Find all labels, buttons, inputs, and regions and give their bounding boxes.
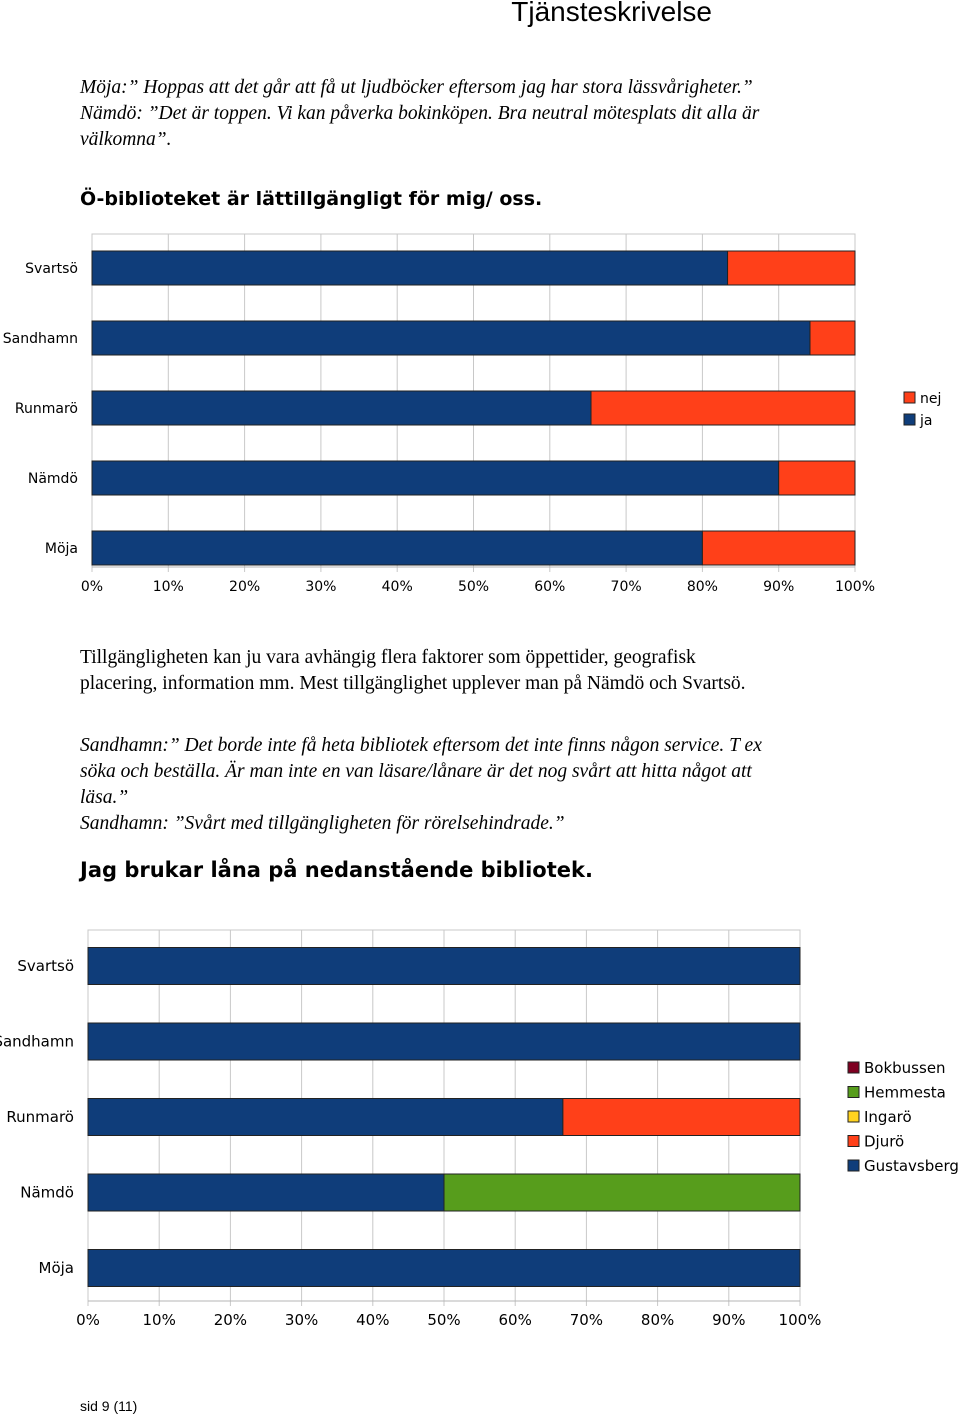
- x-tick-label: 60%: [534, 579, 565, 595]
- y-category-label: Sandhamn: [0, 1033, 74, 1051]
- bar-gustavsberg-runmaro: [87, 1098, 564, 1136]
- y-category-label: Runmarö: [6, 1108, 74, 1126]
- section-heading-accessibility: Ö-biblioteket är lättillgängligt för mig…: [80, 188, 543, 210]
- bar-ja-sandhamn: [91, 320, 811, 356]
- legend-label-ingaro: Ingarö: [864, 1108, 912, 1126]
- bar-nej-namdo: [778, 460, 856, 496]
- legend-swatch-ingaro: [847, 1110, 860, 1123]
- y-category-label: Runmarö: [15, 401, 78, 417]
- quote-line: välkomna”.: [80, 129, 172, 150]
- bar-nej-moja: [701, 530, 856, 566]
- x-tick-label: 20%: [229, 579, 260, 595]
- x-tick-label: 0%: [81, 579, 103, 595]
- bar-ja-moja: [91, 530, 703, 566]
- bar-ja-namdo: [91, 460, 780, 496]
- chart-libraries: 0% 10% 20% 30% 40% 50% 60% 70% 80% 90% 100% Svartsö…: [0, 918, 960, 1348]
- x-tick-label: 70%: [611, 579, 642, 595]
- paragraph-line: Tillgängligheten kan ju vara avhängig fl…: [80, 647, 696, 668]
- legend-label-bokbussen: Bokbussen: [864, 1059, 946, 1077]
- legend-swatch-ja: [903, 413, 916, 426]
- x-tick-label: 70%: [570, 1311, 603, 1329]
- x-tick-label: 90%: [763, 579, 794, 595]
- quote-line: Möja:” Hoppas att det går att få ut ljud…: [80, 77, 753, 98]
- y-category-label: Möja: [39, 1259, 74, 1277]
- y-category-label: Sandhamn: [3, 331, 78, 347]
- legend-label-gustavsberg: Gustavsberg: [864, 1157, 959, 1175]
- bar-ja-runmaro: [91, 390, 592, 426]
- bar-ja-svartso: [91, 250, 729, 286]
- legend-swatch-gustavsberg: [847, 1159, 860, 1172]
- x-tick-label: 50%: [427, 1311, 460, 1329]
- bar-nej-sandhamn: [809, 320, 856, 356]
- legend-label-djuro: Djurö: [864, 1133, 904, 1151]
- legend-label-ja: ja: [919, 413, 932, 429]
- document-header-title: Tjänsteskrivelse: [511, 0, 712, 27]
- bar-gustavsberg-svartso: [87, 947, 801, 985]
- y-category-label: Nämdö: [28, 471, 78, 487]
- x-tick-label: 60%: [499, 1311, 532, 1329]
- quote-line: läsa.”: [80, 787, 129, 808]
- paragraph-accessibility: Tillgängligheten kan ju vara avhängig fl…: [80, 645, 746, 697]
- y-category-label: Svartsö: [17, 957, 74, 975]
- x-tick-label: 40%: [382, 579, 413, 595]
- legend-swatch-nej: [903, 391, 916, 404]
- quotes-top: Möja:” Hoppas att det går att få ut ljud…: [80, 75, 759, 153]
- legend-swatch-bokbussen: [847, 1061, 860, 1074]
- quote-line: Sandhamn: ”Svårt med tillgängligheten fö…: [80, 813, 565, 834]
- x-tick-label: 20%: [214, 1311, 247, 1329]
- quote-line: Sandhamn:” Det borde inte få heta biblio…: [80, 735, 762, 756]
- y-category-label: Svartsö: [25, 261, 78, 277]
- x-tick-label: 50%: [458, 579, 489, 595]
- legend-label-hemmesta: Hemmesta: [864, 1084, 946, 1102]
- y-category-label: Nämdö: [20, 1184, 74, 1202]
- x-tick-label: 90%: [712, 1311, 745, 1329]
- x-tick-label: 0%: [76, 1311, 100, 1329]
- x-tick-label: 10%: [143, 1311, 176, 1329]
- section-heading-libraries: Jag brukar låna på nedanstående bibliote…: [80, 858, 593, 882]
- quote-line: söka och beställa. Är man inte en van lä…: [80, 761, 752, 782]
- x-tick-label: 100%: [779, 1311, 822, 1329]
- page-number: sid 9 (11): [80, 1398, 138, 1414]
- x-tick-label: 80%: [641, 1311, 674, 1329]
- x-tick-label: 30%: [285, 1311, 318, 1329]
- quotes-sandhamn: Sandhamn:” Det borde inte få heta biblio…: [80, 733, 762, 837]
- bar-nej-runmaro: [590, 390, 856, 426]
- bar-gustavsberg-moja: [87, 1249, 801, 1287]
- bar-hemmesta-namdo: [443, 1173, 801, 1212]
- bar-djuro-runmaro: [562, 1098, 801, 1136]
- bar-gustavsberg-sandhamn: [87, 1022, 801, 1061]
- quote-line: Nämdö: ”Det är toppen. Vi kan påverka bo…: [80, 103, 760, 124]
- paragraph-line: placering, information mm. Mest tillgäng…: [80, 673, 746, 694]
- y-category-label: Möja: [45, 541, 78, 557]
- x-tick-label: 40%: [356, 1311, 389, 1329]
- bar-gustavsberg-namdo: [87, 1173, 445, 1212]
- x-tick-label: 30%: [305, 579, 336, 595]
- legend-label-nej: nej: [920, 391, 941, 407]
- bar-nej-svartso: [727, 250, 856, 286]
- legend-swatch-hemmesta: [847, 1086, 860, 1098]
- legend-swatch-djuro: [847, 1135, 860, 1147]
- chart-accessibility: 0% 10% 20% 30% 40% 50% 60% 70% 80% 90% 100% Svartsö…: [0, 228, 960, 620]
- x-tick-label: 10%: [153, 579, 184, 595]
- x-tick-label: 80%: [687, 579, 718, 595]
- chart-libraries-svg: 0% 10% 20% 30% 40% 50% 60% 70% 80% 90% 100% Svartsö…: [0, 929, 959, 1329]
- x-tick-label: 100%: [835, 579, 875, 595]
- chart-accessibility-svg: 0% 10% 20% 30% 40% 50% 60% 70% 80% 90% 100% Svartsö…: [3, 233, 941, 595]
